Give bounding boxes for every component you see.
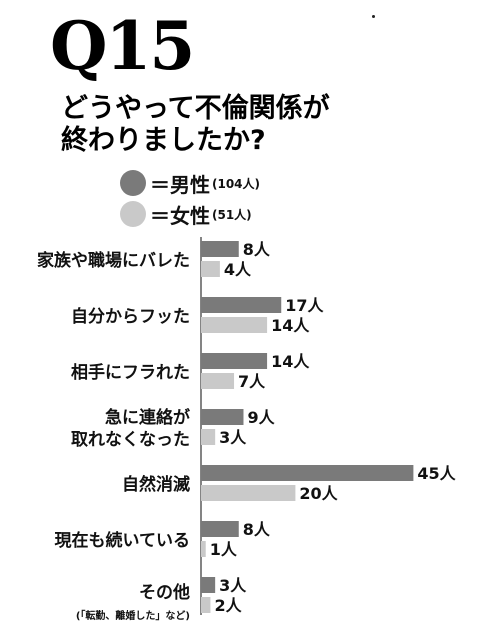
category-label: その他: [139, 582, 190, 603]
legend-swatch-female: [120, 201, 146, 227]
category-label: 取れなくなった: [71, 430, 190, 450]
bar-male: [201, 297, 282, 313]
data-label: 4人: [224, 260, 252, 279]
category-label: 自然消滅: [122, 474, 190, 495]
data-label: 14人: [271, 352, 310, 371]
category-label: 現在も続いている: [55, 530, 191, 551]
data-label: 20人: [299, 484, 338, 503]
bar-male: [201, 465, 414, 481]
data-label: 2人: [214, 596, 242, 615]
bar-male: [201, 241, 239, 257]
data-label: 7人: [238, 372, 266, 391]
decorative-dot: [372, 15, 375, 18]
chart-title-line-1: どうやって不倫関係が: [61, 93, 330, 124]
bar-male: [201, 353, 268, 369]
bar-male: [201, 409, 244, 425]
legend-count-female: (51人): [212, 207, 252, 222]
question-number: Q15: [50, 7, 195, 85]
data-label: 8人: [243, 240, 271, 259]
bar-female: [201, 261, 220, 277]
data-label: 8人: [243, 520, 271, 539]
bar-female: [201, 317, 268, 333]
category-label: 急に連絡が: [105, 407, 190, 428]
bar-female: [201, 429, 216, 445]
bar-male: [201, 521, 239, 537]
legend-label-female: ＝女性: [150, 203, 210, 228]
data-label: 1人: [210, 540, 238, 559]
data-label: 3人: [219, 428, 247, 447]
data-label: 17人: [285, 296, 324, 315]
bar-female: [201, 597, 211, 613]
bar-male: [201, 577, 216, 593]
legend-item-male: ＝男性 (104人): [120, 170, 261, 197]
data-label: 45人: [417, 464, 456, 483]
category-label: 相手にフラれた: [71, 362, 190, 383]
bar-female: [201, 485, 296, 501]
legend-count-male: (104人): [212, 176, 261, 191]
chart-title-line-2: 終わりましたか?: [61, 125, 266, 156]
legend-label-male: ＝男性: [150, 172, 210, 197]
category-note: (「転勤、離婚した」など): [76, 609, 190, 622]
data-label: 14人: [271, 316, 310, 335]
legend-swatch-male: [120, 170, 146, 196]
data-label: 3人: [219, 576, 247, 595]
bar-female: [201, 541, 206, 557]
category-label: 自分からフッた: [71, 306, 190, 327]
category-label: 家族や職場にバレた: [37, 250, 190, 271]
legend-item-female: ＝女性 (51人): [120, 201, 252, 228]
data-label: 9人: [247, 408, 275, 427]
bar-female: [201, 373, 235, 389]
